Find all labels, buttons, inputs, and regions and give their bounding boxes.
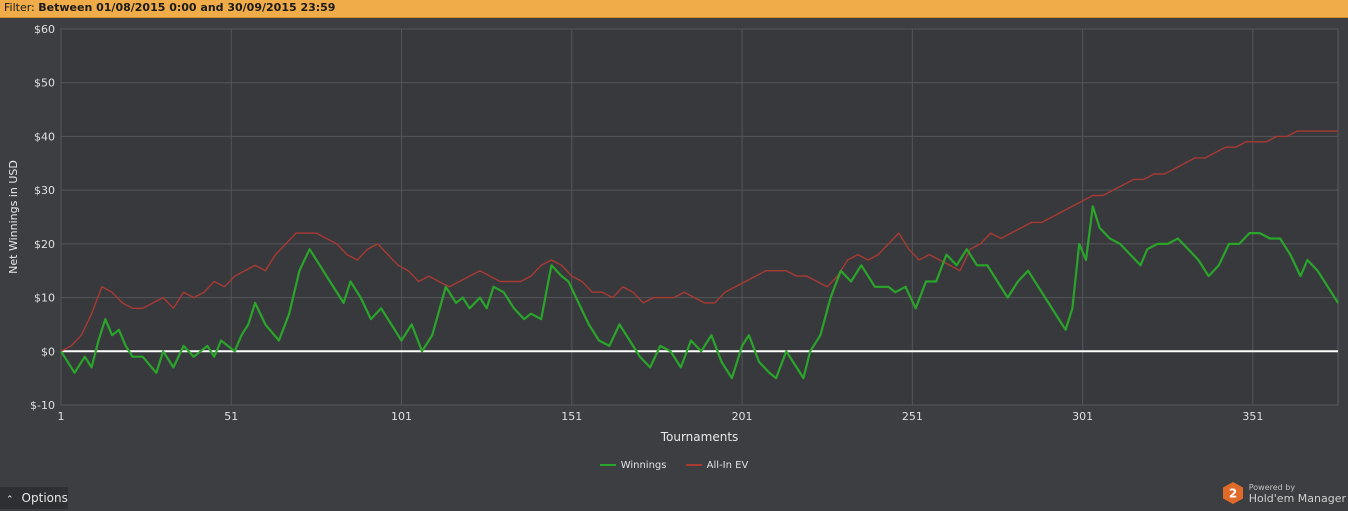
x-tick-label: 151 (561, 410, 582, 423)
y-axis-label: Net Winnings in USD (7, 160, 20, 274)
y-tick-label: $-10 (30, 399, 55, 412)
powered-by-text: Powered by (1248, 483, 1296, 492)
legend-swatch-allin-ev (685, 464, 702, 466)
filter-text: Between 01/08/2015 0:00 and 30/09/2015 2… (38, 1, 336, 14)
hem-logo-icon: 2 (1222, 482, 1243, 504)
x-axis-label: Tournaments (660, 430, 739, 444)
y-tick-label: $30 (34, 184, 55, 197)
brand-name: Hold'em Manager (1248, 492, 1346, 505)
winnings-chart: $-10$0$10$20$30$40$50$601 51 101 151 201 251 3… (7, 23, 1339, 444)
x-tick-label: 301 (1072, 410, 1093, 423)
x-tick-label: 351 (1242, 410, 1263, 423)
x-tick-label: 1 (58, 410, 65, 423)
y-tick-label: $40 (34, 130, 55, 143)
chevron-up-icon: ⌃ (6, 495, 14, 505)
legend-swatch-winnings (599, 464, 616, 466)
x-tick-label: 101 (391, 410, 412, 423)
options-button[interactable]: ⌃ Options (0, 487, 68, 509)
filter-label: Filter: (4, 1, 35, 14)
legend-label-allin-ev: All-In EV (706, 460, 749, 471)
x-tick-label: 51 (224, 410, 238, 423)
chart-legend: Winnings All-In EV (0, 460, 1348, 471)
branding: 2 Powered by Hold'em Manager (1222, 480, 1346, 506)
y-tick-label: $20 (34, 238, 55, 251)
y-tick-label: $60 (34, 23, 55, 36)
legend-label-winnings: Winnings (620, 460, 667, 471)
x-tick-label: 251 (902, 410, 923, 423)
y-tick-label: $10 (34, 292, 55, 305)
options-label: Options (21, 491, 68, 505)
series-line-winnings (60, 205, 1339, 380)
legend-item-winnings[interactable]: Winnings (599, 460, 667, 471)
y-tick-label: $0 (41, 345, 55, 358)
filter-bar: Filter: Between 01/08/2015 0:00 and 30/0… (0, 0, 1348, 18)
hem-logo-text: 2 (1229, 487, 1237, 501)
y-tick-label: $50 (34, 77, 55, 90)
x-tick-label: 201 (732, 410, 753, 423)
series-line-allin-ev (60, 130, 1338, 352)
plot-area (60, 28, 1339, 406)
legend-item-allin-ev[interactable]: All-In EV (685, 460, 749, 471)
